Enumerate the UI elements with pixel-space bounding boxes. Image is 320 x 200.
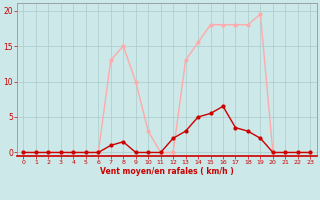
X-axis label: Vent moyen/en rafales ( km/h ): Vent moyen/en rafales ( km/h ) [100, 167, 234, 176]
